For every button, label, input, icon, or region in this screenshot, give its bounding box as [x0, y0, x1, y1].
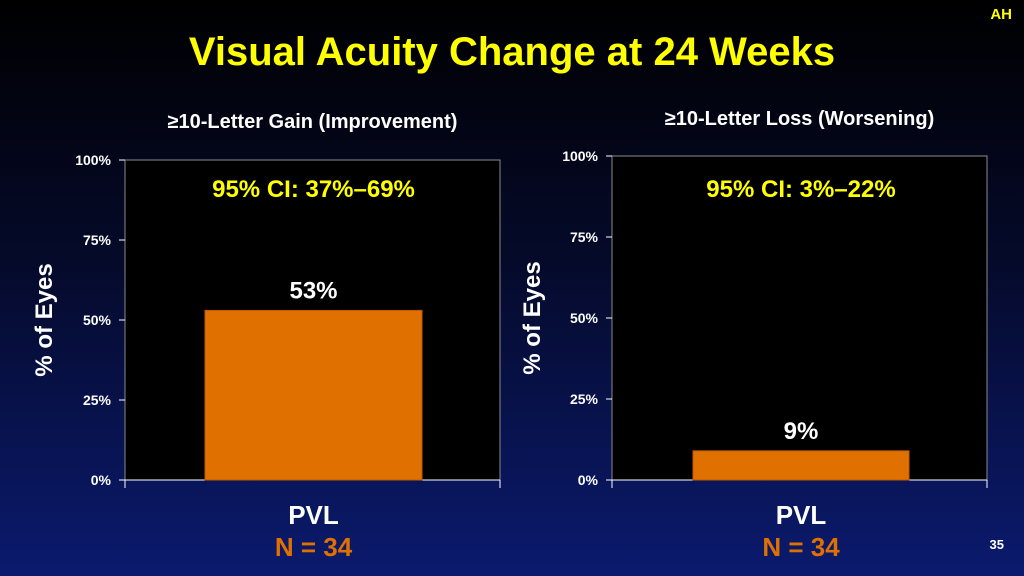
y-tick-label: 25%: [570, 391, 599, 407]
page-number: 35: [989, 537, 1004, 552]
y-tick-label: 50%: [570, 310, 599, 326]
y-tick-label: 25%: [83, 392, 112, 408]
y-tick-label: 75%: [570, 229, 599, 245]
y-tick-label: 100%: [562, 148, 598, 164]
bar-value-label: 53%: [289, 277, 337, 304]
corner-tag: AH: [990, 6, 1012, 23]
y-tick-label: 75%: [83, 232, 112, 248]
ci-annotation: 95% CI: 37%–69%: [212, 176, 415, 203]
y-axis-label-2: % of Eyes: [519, 261, 546, 374]
bar-2-1: [692, 450, 910, 481]
y-tick-label: 0%: [578, 472, 599, 488]
y-tick-label: 100%: [75, 152, 111, 168]
plot-area-2: [611, 155, 988, 481]
chart-title-2: ≥10-Letter Loss (Worsening): [665, 108, 935, 130]
ci-annotation: 95% CI: 3%–22%: [706, 176, 895, 203]
sample-size-label: N = 34: [762, 532, 840, 562]
chart-title-1: ≥10-Letter Gain (Improvement): [168, 111, 458, 133]
bar-value-label: 9%: [784, 418, 819, 445]
category-label: PVL: [288, 500, 339, 530]
y-tick-label: 0%: [91, 472, 112, 488]
sample-size-label: N = 34: [275, 532, 353, 562]
slide-title: Visual Acuity Change at 24 Weeks: [188, 30, 836, 74]
category-label: PVL: [776, 500, 827, 530]
bar-1-1: [204, 309, 423, 481]
y-tick-label: 50%: [83, 312, 112, 328]
y-axis-label-1: % of Eyes: [31, 263, 58, 376]
